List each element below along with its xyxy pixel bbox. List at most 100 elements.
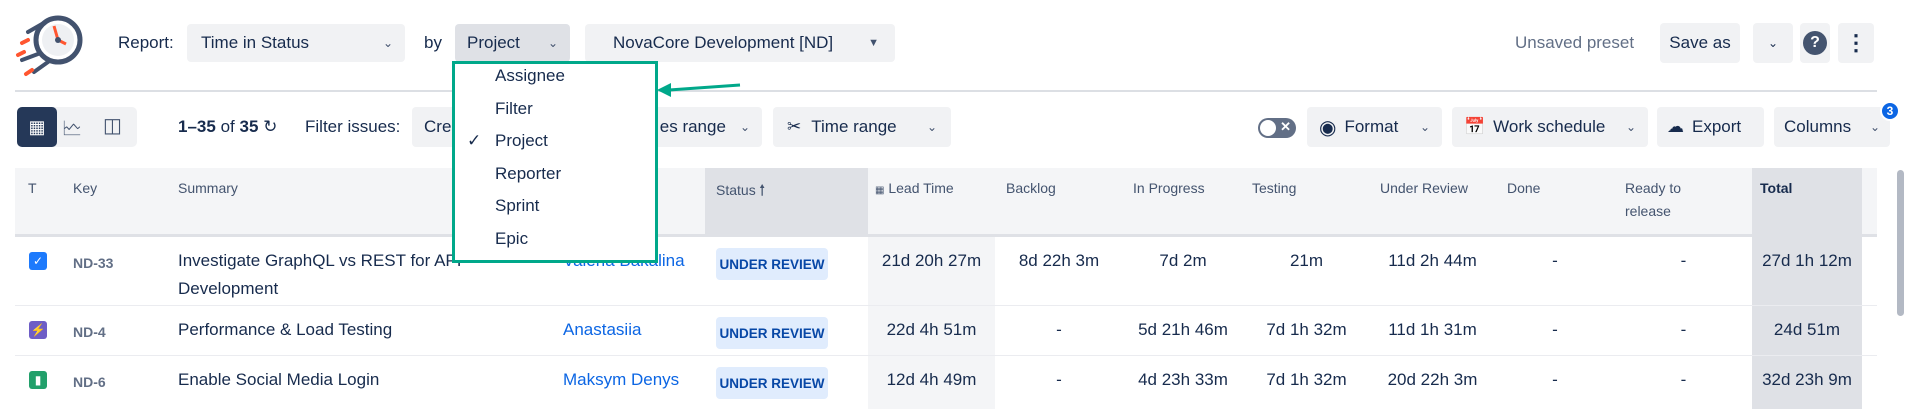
project-select[interactable]: NovaCore Development [ND] ▼ bbox=[585, 24, 895, 62]
chevron-down-icon: ⌄ bbox=[926, 120, 937, 134]
cell-total: 32d 23h 9m bbox=[1762, 370, 1852, 389]
header-divider bbox=[15, 90, 1877, 92]
filter-created-label: Cre bbox=[424, 117, 452, 136]
export-label: Export bbox=[1692, 117, 1742, 136]
format-label: Format bbox=[1344, 117, 1399, 136]
issue-key[interactable]: ND-6 bbox=[73, 374, 106, 390]
cell-total: 24d 51m bbox=[1773, 320, 1841, 339]
cell-backlog: 8d 22h 3m bbox=[1018, 251, 1100, 270]
assignee-link[interactable]: Maksym Denys bbox=[563, 370, 680, 389]
work-schedule-label: Work schedule bbox=[1493, 117, 1606, 136]
save-as-button[interactable]: Save as bbox=[1660, 23, 1740, 63]
cell-ready: - bbox=[1680, 320, 1687, 339]
col-summary[interactable]: Summary bbox=[178, 180, 238, 196]
help-button[interactable]: ? bbox=[1800, 23, 1830, 63]
issue-key[interactable]: ND-33 bbox=[73, 255, 114, 271]
dropdown-item-project[interactable]: ✓ Project bbox=[455, 127, 655, 157]
issue-summary[interactable]: Enable Social Media Login bbox=[178, 370, 380, 389]
cell-testing: 7d 1h 32m bbox=[1266, 320, 1347, 339]
cell-ready: - bbox=[1680, 251, 1687, 270]
cell-backlog: - bbox=[1056, 370, 1062, 389]
report-label: Report: bbox=[118, 33, 174, 52]
report-select[interactable]: Time in Status ⌄ bbox=[187, 24, 405, 62]
chevron-down-icon: ⌄ bbox=[1625, 120, 1636, 134]
col-ready-to-release[interactable]: Ready to release bbox=[1625, 180, 1682, 219]
dropdown-item-epic[interactable]: Epic bbox=[495, 228, 529, 248]
toggle-switch[interactable]: ✕ bbox=[1258, 118, 1296, 138]
help-icon: ? bbox=[1803, 31, 1827, 55]
issue-key[interactable]: ND-4 bbox=[73, 324, 106, 340]
columns-button[interactable]: Columns ⌄ bbox=[1774, 107, 1890, 147]
total-column-highlight bbox=[1752, 168, 1862, 236]
dropdown-item-assignee[interactable]: Assignee bbox=[495, 66, 565, 85]
chevron-down-icon: ⌄ bbox=[1869, 120, 1880, 134]
project-value: NovaCore Development [ND] bbox=[613, 33, 834, 52]
assignee-link[interactable]: Anastasiia bbox=[563, 320, 642, 339]
cell-under-review: 11d 1h 31m bbox=[1388, 320, 1477, 339]
issue-summary[interactable]: Performance & Load Testing bbox=[178, 320, 393, 339]
dropdown-item-filter[interactable]: Filter bbox=[495, 98, 533, 118]
check-icon: ✓ bbox=[467, 131, 482, 150]
group-by-dropdown: Assignee Filter ✓ Project Reporter Sprint Epic bbox=[452, 61, 658, 263]
col-lead-time[interactable]: ▦ Lead Time bbox=[875, 180, 954, 196]
group-by-value: Project bbox=[467, 33, 520, 52]
sort-asc-icon: 🠑 bbox=[759, 182, 765, 198]
total-column-bg bbox=[1752, 237, 1862, 409]
cell-backlog: - bbox=[1056, 320, 1062, 339]
table-header bbox=[15, 168, 1877, 236]
chevron-down-icon: ⌄ bbox=[547, 36, 558, 50]
report-select-value: Time in Status bbox=[201, 33, 310, 52]
more-options-icon[interactable]: ⋮ bbox=[1838, 23, 1874, 63]
refresh-icon[interactable]: ↻ bbox=[263, 117, 278, 136]
format-button[interactable]: ◉ Format ⌄ bbox=[1307, 107, 1442, 147]
cell-done: - bbox=[1552, 251, 1558, 270]
cell-in-progress: 4d 23h 33m bbox=[1138, 370, 1228, 389]
time-range-button[interactable]: ✂ Time range ⌄ bbox=[773, 107, 951, 147]
cell-ready: - bbox=[1680, 370, 1687, 389]
cell-testing: 21m bbox=[1289, 251, 1324, 270]
by-label: by bbox=[424, 33, 442, 52]
col-under-review[interactable]: Under Review bbox=[1380, 180, 1468, 196]
work-schedule-button[interactable]: 📅 Work schedule ⌄ bbox=[1452, 107, 1648, 147]
col-done[interactable]: Done bbox=[1507, 180, 1541, 196]
cell-testing: 7d 1h 32m bbox=[1266, 370, 1347, 389]
cell-lead-time: 22d 4h 51m bbox=[886, 320, 977, 339]
col-status[interactable]: Status 🠑 bbox=[716, 182, 765, 198]
col-type[interactable]: T bbox=[28, 180, 37, 196]
grid-view-icon[interactable]: ▦ bbox=[17, 107, 57, 147]
col-key[interactable]: Key bbox=[73, 180, 98, 196]
chevron-down-icon: ⌄ bbox=[739, 120, 750, 134]
group-by-select[interactable]: Project ⌄ bbox=[455, 24, 570, 62]
issue-summary[interactable]: Investigate GraphQL vs REST for API Devel… bbox=[178, 251, 462, 298]
status-badge: UNDER REVIEW bbox=[716, 248, 828, 280]
status-badge: UNDER REVIEW bbox=[716, 317, 828, 349]
header-border bbox=[15, 234, 1877, 237]
story-type-icon: ▮ bbox=[29, 371, 47, 389]
col-testing[interactable]: Testing bbox=[1252, 180, 1297, 196]
chart-view-icon[interactable]: 🗠 bbox=[62, 118, 83, 140]
row-divider bbox=[15, 355, 1877, 356]
vertical-scrollbar[interactable] bbox=[1897, 170, 1904, 316]
cell-total: 27d 1h 12m bbox=[1762, 251, 1852, 270]
cell-done: - bbox=[1552, 320, 1558, 339]
col-backlog[interactable]: Backlog bbox=[1006, 180, 1056, 196]
col-total[interactable]: Total bbox=[1760, 180, 1793, 196]
cloud-download-icon: ☁ bbox=[1667, 117, 1684, 136]
filter-range-label: es range bbox=[659, 117, 726, 136]
chevron-down-icon: ⌄ bbox=[382, 36, 393, 50]
cell-under-review: 20d 22h 3m bbox=[1387, 370, 1478, 389]
dropdown-item-reporter[interactable]: Reporter bbox=[495, 163, 562, 183]
issue-count: 1–35 of 35 ↻ bbox=[178, 117, 278, 136]
scissors-icon: ✂ bbox=[787, 117, 802, 136]
dropdown-item-sprint[interactable]: Sprint bbox=[495, 196, 540, 215]
save-options-chevron-icon[interactable]: ⌄ bbox=[1753, 23, 1793, 63]
cell-in-progress: 5d 21h 46m bbox=[1138, 320, 1228, 339]
pivot-view-icon[interactable]: ◫ bbox=[103, 115, 122, 137]
cell-under-review: 11d 2h 44m bbox=[1388, 251, 1477, 270]
eye-icon: ◉ bbox=[1319, 116, 1337, 139]
app-logo-icon bbox=[16, 15, 83, 76]
col-in-progress[interactable]: In Progress bbox=[1133, 180, 1205, 196]
export-button[interactable]: ☁ Export bbox=[1657, 107, 1764, 147]
status-badge: UNDER REVIEW bbox=[716, 367, 828, 399]
lead-time-column-bg bbox=[868, 237, 995, 409]
